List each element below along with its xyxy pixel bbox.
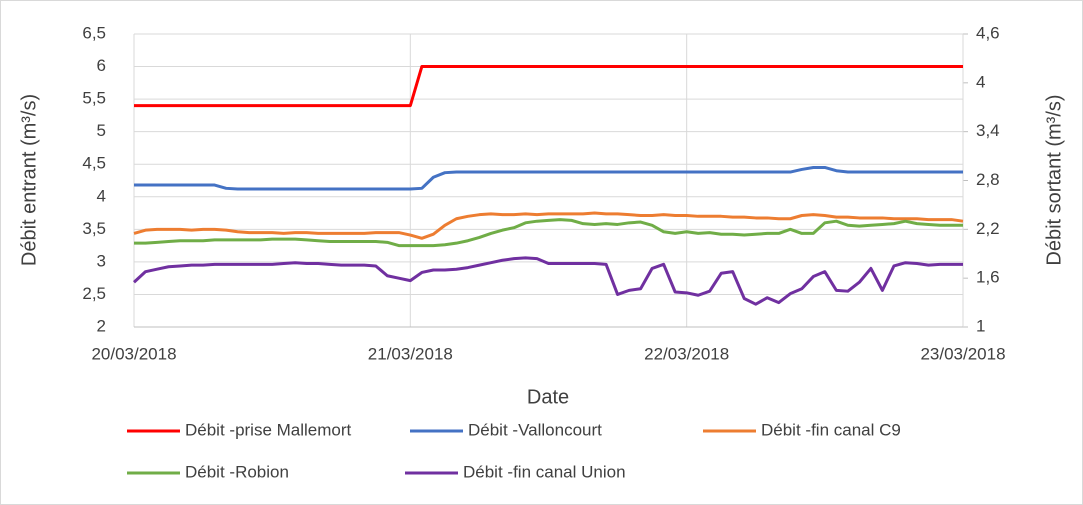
y-tick-label: 3 xyxy=(97,251,106,270)
y2-tick-label: 2,8 xyxy=(976,170,1000,189)
x-tick-label: 22/03/2018 xyxy=(644,344,729,363)
legend-label: Débit -fin canal C9 xyxy=(761,420,901,439)
x-tick-label: 23/03/2018 xyxy=(920,344,1005,363)
series-line xyxy=(134,65,963,108)
series-line xyxy=(134,218,963,248)
y-tick-label: 2,5 xyxy=(82,284,106,303)
y2-tick-label: 1 xyxy=(976,316,985,335)
y-axis-title: Débit entrant (m³/s) xyxy=(18,94,40,266)
y-tick-label: 4 xyxy=(97,186,106,205)
legend-label: Débit -fin canal Union xyxy=(463,462,626,481)
y-tick-label: 5 xyxy=(97,121,106,140)
legend-label: Débit -Robion xyxy=(185,462,289,481)
y-tick-label: 6,5 xyxy=(82,23,106,42)
legend-label: Débit -prise Mallemort xyxy=(185,420,352,439)
x-axis-title: Date xyxy=(527,386,569,408)
y-tick-label: 3,5 xyxy=(82,219,106,238)
y-tick-label: 4,5 xyxy=(82,154,106,173)
y2-axis-title: Débit sortant (m³/s) xyxy=(1043,94,1065,265)
x-tick-label: 20/03/2018 xyxy=(91,344,176,363)
y-tick-label: 5,5 xyxy=(82,89,106,108)
series-line xyxy=(133,211,964,240)
series-line xyxy=(132,256,963,306)
series-line xyxy=(134,165,963,191)
y2-tick-label: 4,6 xyxy=(976,23,1000,42)
y-tick-label: 6 xyxy=(97,56,106,75)
y2-tick-label: 1,6 xyxy=(976,268,1000,287)
legend-label: Débit -Valloncourt xyxy=(468,420,602,439)
y2-tick-label: 4 xyxy=(976,72,985,91)
x-tick-label: 21/03/2018 xyxy=(368,344,453,363)
y-tick-label: 2 xyxy=(97,316,106,335)
y2-tick-label: 3,4 xyxy=(976,121,1000,140)
y2-tick-label: 2,2 xyxy=(976,219,1000,238)
